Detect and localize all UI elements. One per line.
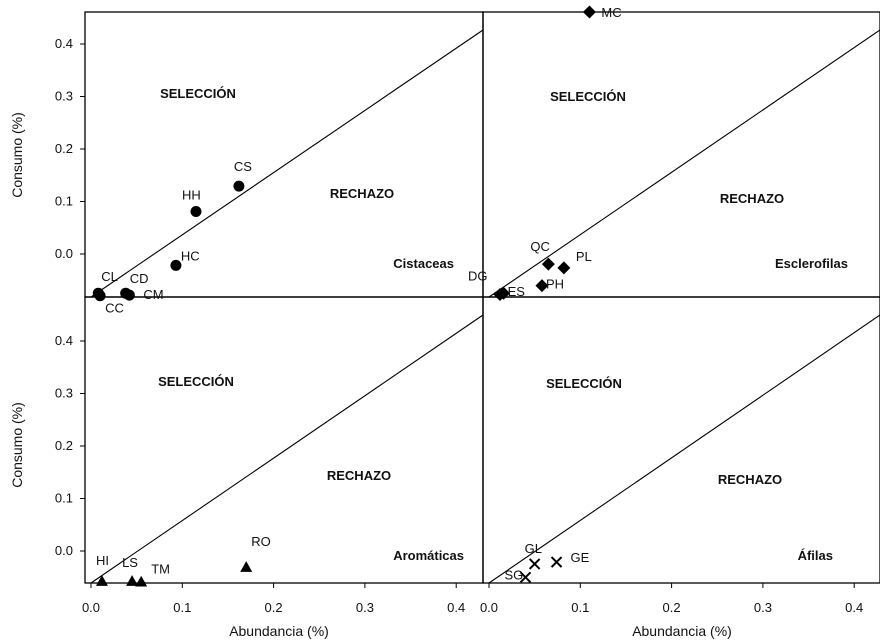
data-point-label: DG [468, 268, 488, 283]
x-tick-label: 0.2 [663, 600, 681, 615]
region-label-rechazo: RECHAZO [327, 468, 391, 483]
panel-group-label: Esclerofilas [775, 256, 848, 271]
data-point-circle [123, 289, 135, 301]
x-tick-label: 0.3 [356, 600, 374, 615]
reference-line-y-equals-x [90, 29, 484, 298]
data-point-label: HI [96, 553, 109, 568]
x-axis-title-left: Abundancia (%) [229, 623, 329, 639]
y-tick-label: 0.4 [55, 36, 73, 51]
panel-frame [482, 296, 880, 584]
data-point-label: CD [130, 271, 149, 286]
x-tick-label: 0.1 [173, 600, 191, 615]
data-point-label: QC [530, 239, 550, 254]
data-point-circle [233, 180, 245, 192]
x-tick-label: 0.0 [480, 600, 498, 615]
y-tick-label: 0.3 [55, 89, 73, 104]
reference-line-y-equals-x [488, 29, 880, 298]
region-label-rechazo: RECHAZO [330, 186, 394, 201]
data-point-triangle [135, 575, 148, 587]
x-tick-label: 0.4 [845, 600, 863, 615]
y-tick-label: 0.1 [55, 491, 73, 506]
data-point-triangle [126, 575, 139, 586]
y-axis-title-bottom: Consumo (%) [9, 402, 25, 488]
data-point-label: CS [234, 159, 252, 174]
data-point-diamond [535, 279, 549, 293]
y-tick-label: 0.2 [55, 438, 73, 453]
data-point-triangle [95, 575, 108, 586]
data-point-x [528, 558, 541, 570]
data-point-diamond [582, 5, 596, 19]
data-point-circle [190, 206, 202, 217]
data-point-diamond [541, 257, 555, 271]
data-point-diamond [557, 261, 571, 275]
data-point-label: GE [571, 550, 590, 565]
y-tick-label: 0.0 [55, 246, 73, 261]
y-tick-label: 0.2 [55, 141, 73, 156]
region-label-seleccion: SELECCIÓN [160, 86, 236, 101]
panels-layer: 0.0 0.1 0.2 0.3 0.4 0.0 0.1 0.2 0.3 0.4 0.0 0.1 0.2 0… [55, 5, 880, 615]
x-tick-label: 0.3 [754, 600, 772, 615]
y-tick-label: 0.3 [55, 386, 73, 401]
x-tick-label: 0.2 [265, 600, 283, 615]
panel-group-label: Áfilas [798, 548, 833, 563]
data-point-diamond [497, 286, 511, 300]
reference-line-y-equals-x [488, 314, 880, 584]
data-point-label: CM [143, 287, 163, 302]
data-point-label: LS [122, 555, 138, 570]
x-tick-label: 0.0 [82, 600, 100, 615]
data-point-label: SG [505, 567, 524, 582]
reference-line-y-equals-x [90, 314, 484, 584]
data-point-x [550, 556, 563, 568]
data-point-label: HH [182, 188, 201, 203]
panel-frame [482, 11, 880, 298]
data-point-label: ES [508, 284, 526, 299]
data-point-label: PL [576, 249, 592, 264]
y-tick-label: 0.4 [55, 333, 73, 348]
data-point-circle [170, 259, 182, 271]
data-point-triangle [240, 561, 253, 572]
x-axis-title-right: Abundancia (%) [632, 623, 732, 639]
data-point-label: RO [251, 534, 271, 549]
y-tick-label: 0.1 [55, 194, 73, 209]
data-point-label: PH [546, 277, 564, 292]
data-point-label: CL [101, 269, 118, 284]
data-point-label: HC [181, 248, 200, 263]
region-label-seleccion: SELECCIÓN [550, 89, 626, 104]
x-tick-label: 0.4 [447, 600, 465, 615]
data-point-label: MC [601, 5, 621, 20]
y-tick-label: 0.0 [55, 543, 73, 558]
data-point-label: GL [525, 541, 542, 556]
panel-frame [84, 296, 484, 584]
region-label-seleccion: SELECCIÓN [546, 376, 622, 391]
y-axis-title-top: Consumo (%) [9, 112, 25, 198]
region-label-rechazo: RECHAZO [720, 191, 784, 206]
data-point-x [519, 571, 532, 583]
data-point-label: CC [105, 301, 124, 316]
panel-frame [84, 11, 484, 298]
panel-group-label: Cistaceas [393, 256, 454, 271]
region-label-seleccion: SELECCIÓN [158, 374, 234, 389]
x-tick-label: 0.1 [571, 600, 589, 615]
region-label-rechazo: RECHAZO [718, 472, 782, 487]
data-point-circle [94, 290, 106, 302]
data-point-label: TM [151, 562, 170, 577]
panel-group-label: Aromáticas [393, 548, 464, 563]
